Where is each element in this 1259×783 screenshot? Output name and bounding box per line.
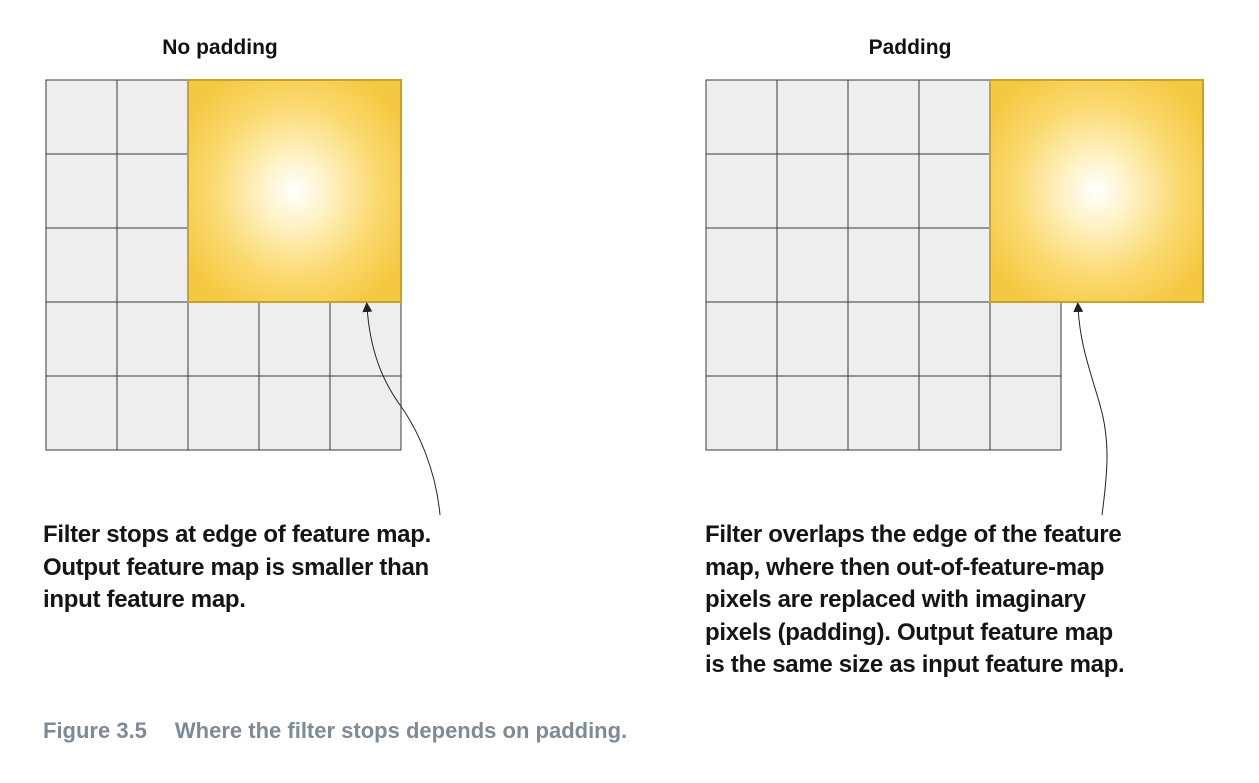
feature-map-cell (847, 301, 920, 377)
caption-line: Filter overlaps the edge of the feature (705, 521, 1122, 548)
feature-map-cell (705, 301, 778, 377)
feature-map-cell (116, 227, 189, 303)
feature-map-cell (116, 375, 189, 451)
caption-padding: Filter overlaps the edge of the feature … (705, 519, 1125, 682)
feature-map-cell (329, 375, 402, 451)
feature-map-cell (918, 301, 991, 377)
figure-caption: Figure 3.5 Where the filter stops depends… (43, 718, 627, 744)
feature-map-cell (918, 79, 991, 155)
padding-feature-map (705, 79, 1062, 451)
feature-map-cell (705, 227, 778, 303)
feature-map-cell (45, 375, 118, 451)
callout-arrow-no-padding (362, 302, 441, 516)
feature-map-cell (258, 301, 331, 377)
feature-map-cell (116, 153, 189, 229)
feature-map-cell (776, 375, 849, 451)
panel-title-padding: Padding (868, 36, 952, 59)
callout-arrow-padding (1073, 302, 1108, 516)
caption-line: pixels (padding). Output feature map (705, 618, 1113, 646)
figure-caption-text: Where the filter stops depends on paddin… (174, 718, 628, 743)
feature-map-cell (847, 79, 920, 155)
feature-map-cell (847, 153, 920, 229)
feature-map-cell (258, 375, 331, 451)
feature-map-cell (116, 79, 189, 155)
caption-line: Output feature map is smaller than (43, 553, 429, 581)
feature-map-cell (776, 79, 849, 155)
feature-map-cell (989, 301, 1062, 377)
feature-map-cell (116, 301, 189, 377)
caption-line: is the same size as input feature map. (705, 651, 1125, 678)
feature-map-cell (705, 79, 778, 155)
caption-line: input feature map. (43, 586, 246, 613)
caption-line: pixels are replaced with imaginary (705, 586, 1086, 613)
no-padding-feature-map (45, 79, 402, 451)
feature-map-cell (329, 301, 402, 377)
feature-map-cell (45, 227, 118, 303)
feature-map-cell (705, 375, 778, 451)
feature-map-cell (989, 375, 1062, 451)
feature-map-cell (45, 301, 118, 377)
caption-line: map, where then out-of-feature-map (705, 553, 1105, 581)
caption-no-padding: Filter stops at edge of feature map. Out… (43, 519, 431, 617)
feature-map-cell (45, 153, 118, 229)
feature-map-cell (776, 301, 849, 377)
feature-map-cell (187, 375, 260, 451)
feature-map-cell (847, 227, 920, 303)
caption-line: Filter stops at edge of feature map. (43, 521, 431, 548)
filter-window-padding (989, 79, 1204, 303)
feature-map-cell (776, 227, 849, 303)
feature-map-cell (918, 153, 991, 229)
feature-map-cell (918, 375, 991, 451)
feature-map-cell (45, 79, 118, 155)
panel-title-no-padding: No padding (162, 36, 278, 59)
feature-map-cell (705, 153, 778, 229)
feature-map-cell (187, 301, 260, 377)
feature-map-cell (918, 227, 991, 303)
feature-map-cell (776, 153, 849, 229)
filter-window-no-padding (187, 79, 402, 303)
figure-number: Figure 3.5 (43, 718, 147, 743)
feature-map-cell (847, 375, 920, 451)
